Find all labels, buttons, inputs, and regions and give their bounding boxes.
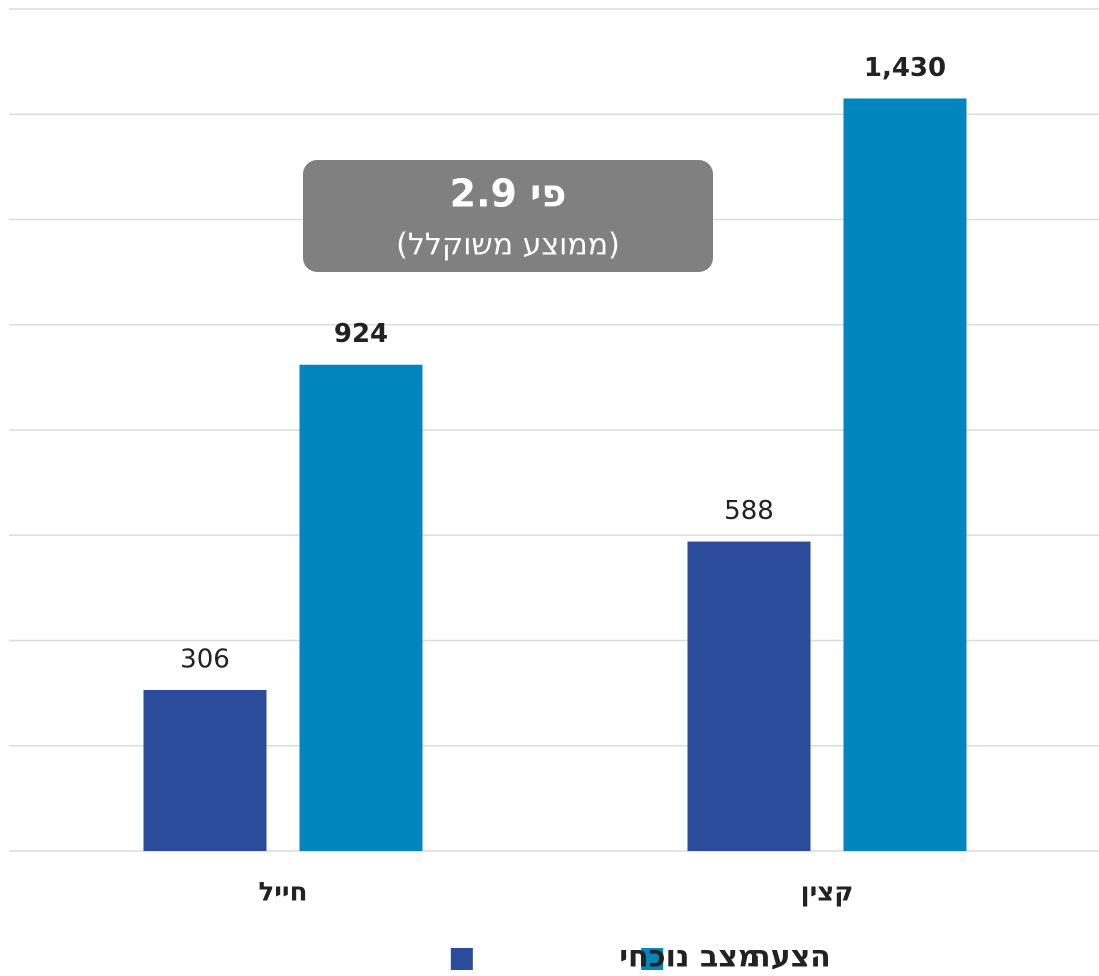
annotation-subtitle: (ממוצע משוקלל) [396,228,620,263]
legend-swatch [450,948,473,970]
bar [299,364,423,851]
legend-label: הצעה [750,940,831,975]
legend-label: מצב נוכחי [619,940,759,975]
annotation-title: פי 2.9 [450,172,567,216]
bar [687,541,811,851]
data-label: 924 [334,319,388,349]
annotation-box [303,160,713,272]
bar [843,98,967,851]
legend-swatch [641,948,664,970]
x-tick-label: חייל [259,878,308,908]
data-label: 306 [180,644,230,674]
bar [143,689,267,851]
data-label: 588 [724,496,774,526]
data-label: 1,430 [864,53,946,83]
x-tick-label: קצין [801,878,854,908]
